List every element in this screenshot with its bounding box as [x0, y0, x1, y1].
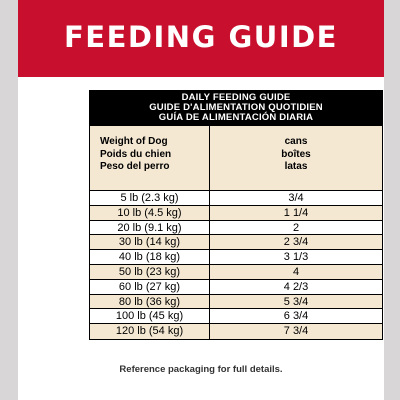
cans-cell: 1 1/4	[283, 206, 309, 219]
cans-cell: 6 3/4	[283, 310, 309, 323]
table-row: 50 lb (23 kg) 4	[90, 264, 382, 280]
weight-column-header: Weight of Dog Poids du chien Peso del pe…	[90, 126, 210, 190]
weight-cell: 5 lb (2.3 kg)	[90, 191, 210, 205]
weight-cell: 50 lb (23 kg)	[90, 264, 210, 279]
feeding-guide-card: FEEDING GUIDE DAILY FEEDING GUIDE GUIDE …	[18, 0, 384, 400]
cans-cell: 2	[292, 221, 300, 234]
cans-column-header: cans boîtes latas	[210, 126, 382, 190]
table-row: 60 lb (27 kg) 4 2/3	[90, 279, 382, 295]
weight-cell: 10 lb (4.5 kg)	[90, 205, 210, 220]
weight-header-fr: Poids du chien	[100, 148, 172, 160]
cans-cell: 7 3/4	[283, 325, 309, 338]
table-row: 80 lb (36 kg) 5 3/4	[90, 294, 382, 310]
table-row: 5 lb (2.3 kg) 3/4	[90, 191, 382, 206]
cans-cell: 5 3/4	[283, 295, 309, 308]
cans-header-fr: boîtes	[281, 148, 311, 160]
weight-header-es: Peso del perro	[100, 161, 170, 172]
cans-header-es: latas	[284, 161, 308, 172]
table-row: 100 lb (45 kg) 6 3/4	[90, 309, 382, 325]
cans-cell: 3/4	[288, 192, 304, 204]
header-banner: FEEDING GUIDE	[18, 0, 384, 77]
table-title-fr: GUIDE D'ALIMENTATION QUOTIDIEN	[149, 102, 323, 113]
table-title-es: GUÍA DE ALIMENTACIÓN DIARIA	[158, 112, 314, 123]
weight-cell: 60 lb (27 kg)	[90, 279, 210, 294]
cans-cell: 4	[292, 265, 300, 278]
table-title-en: DAILY FEEDING GUIDE	[181, 92, 291, 103]
cans-cell: 3 1/3	[283, 251, 309, 264]
table-row: 120 lb (54 kg) 7 3/4	[90, 324, 382, 339]
reference-note: Reference packaging for full details.	[119, 364, 283, 375]
column-headers: Weight of Dog Poids du chien Peso del pe…	[90, 126, 382, 191]
cans-cell: 2 3/4	[283, 236, 309, 249]
feeding-table: DAILY FEEDING GUIDE GUIDE D'ALIMENTATION…	[89, 90, 383, 340]
table-body: 5 lb (2.3 kg) 3/4 10 lb (4.5 kg) 1 1/4 2…	[90, 191, 382, 339]
cans-cell: 4 2/3	[283, 280, 309, 293]
weight-cell: 80 lb (36 kg)	[90, 294, 210, 309]
table-row: 10 lb (4.5 kg) 1 1/4	[90, 205, 382, 221]
weight-header-en: Weight of Dog	[100, 136, 168, 147]
page-title: FEEDING GUIDE	[64, 19, 338, 54]
weight-cell: 30 lb (14 kg)	[90, 235, 210, 250]
table-row: 30 lb (14 kg) 2 3/4	[90, 235, 382, 251]
table-row: 40 lb (18 kg) 3 1/3	[90, 250, 382, 265]
table-title: DAILY FEEDING GUIDE GUIDE D'ALIMENTATION…	[90, 91, 382, 126]
weight-cell: 40 lb (18 kg)	[90, 250, 210, 264]
weight-cell: 20 lb (9.1 kg)	[90, 220, 210, 235]
weight-cell: 120 lb (54 kg)	[90, 324, 210, 339]
table-row: 20 lb (9.1 kg) 2	[90, 220, 382, 236]
cans-header-en: cans	[284, 136, 308, 147]
weight-cell: 100 lb (45 kg)	[90, 309, 210, 324]
